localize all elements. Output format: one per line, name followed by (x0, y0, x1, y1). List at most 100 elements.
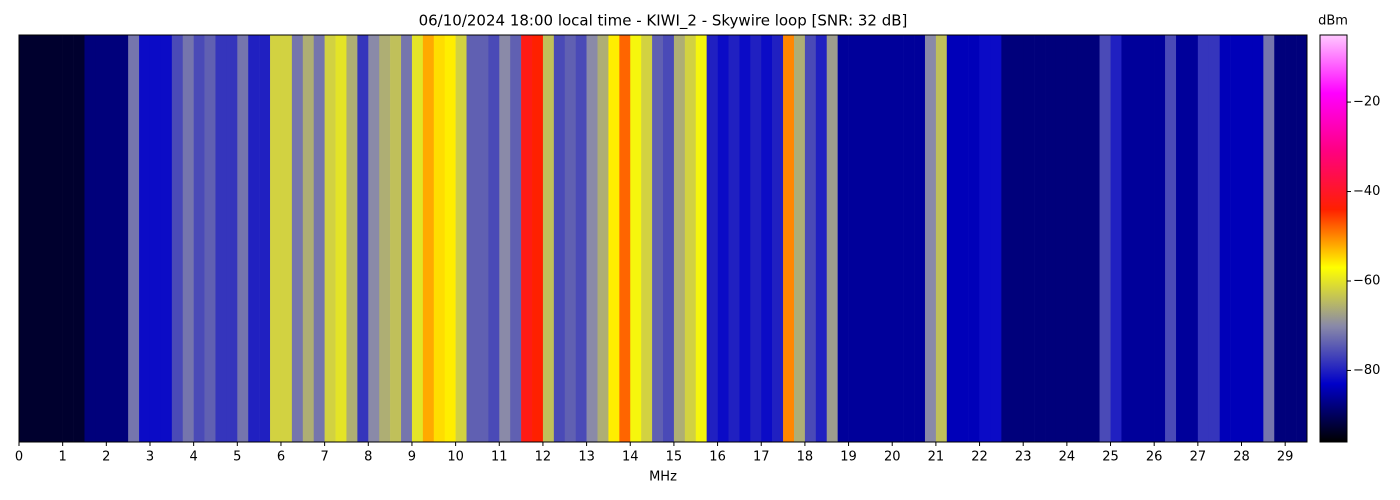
heat-cell (903, 35, 915, 442)
heat-cell (1132, 35, 1144, 442)
heat-cell (117, 35, 129, 442)
x-axis-label: MHz (649, 470, 677, 485)
chart-title: 06/10/2024 18:00 local time - KIWI_2 - S… (419, 12, 908, 31)
heat-cell (1165, 35, 1177, 442)
x-tick-label: 6 (277, 450, 285, 465)
heat-cell (597, 35, 609, 442)
heat-cell (171, 35, 184, 442)
heat-cell (433, 35, 445, 442)
colorbar-tick-label: −40 (1353, 184, 1380, 199)
heat-cell (553, 35, 566, 442)
heat-cell (1176, 35, 1188, 442)
heat-cell (259, 35, 271, 442)
heat-cell (1285, 35, 1297, 442)
heat-cell (706, 35, 718, 442)
heat-cell (1099, 35, 1111, 442)
heat-cell (204, 35, 216, 442)
heat-cell (924, 35, 937, 442)
heat-cell (957, 35, 969, 442)
heat-cell (51, 35, 63, 442)
heat-cell (717, 35, 729, 442)
x-tick-label: 7 (320, 450, 328, 465)
heat-cell (62, 35, 74, 442)
x-tick-label: 10 (447, 450, 464, 465)
heat-cell (226, 35, 238, 442)
heat-cell (84, 35, 96, 442)
heat-cell (270, 35, 282, 442)
heat-cell (1252, 35, 1264, 442)
colorbar-tick-label: −60 (1353, 273, 1380, 288)
heat-cell (1197, 35, 1210, 442)
heat-cell (335, 35, 347, 442)
x-tick-label: 5 (233, 450, 241, 465)
heat-cell (390, 35, 402, 442)
heat-cell (673, 35, 686, 442)
heat-cell (368, 35, 380, 442)
x-tick-label: 16 (709, 450, 726, 465)
x-tick-label: 25 (1102, 450, 1119, 465)
heat-cell (411, 35, 424, 442)
heat-cell (783, 35, 795, 442)
heat-cell (1034, 35, 1046, 442)
heat-cell (968, 35, 980, 442)
x-tick-label: 18 (797, 450, 814, 465)
heat-cell (914, 35, 926, 442)
heat-cell (477, 35, 489, 442)
x-tick-label: 19 (840, 450, 857, 465)
heat-cell (401, 35, 413, 442)
heat-cell (1241, 35, 1253, 442)
heat-cell (750, 35, 762, 442)
heat-cell (1186, 35, 1199, 442)
heat-cell (106, 35, 118, 442)
heat-cell (619, 35, 631, 442)
colorbar (1319, 34, 1348, 443)
heat-cell (935, 35, 948, 442)
x-tick-label: 14 (622, 450, 639, 465)
x-tick-label: 28 (1233, 450, 1250, 465)
heat-cell (695, 35, 707, 442)
heat-cell (422, 35, 435, 442)
heat-cell (444, 35, 456, 442)
heat-cell (532, 35, 544, 442)
colorbar-tick-label: −80 (1353, 363, 1380, 378)
heat-cell (73, 35, 85, 442)
heat-cell (19, 35, 31, 442)
x-tick-label: 9 (408, 450, 416, 465)
heat-cell (990, 35, 1002, 442)
heat-cell (1230, 35, 1242, 442)
heat-cell (1001, 35, 1013, 442)
heat-cell (575, 35, 587, 442)
colorbar-label: dBm (1318, 14, 1348, 29)
heat-cell (815, 35, 828, 442)
heat-cell (95, 35, 107, 442)
heat-cell (1055, 35, 1068, 442)
x-tick-label: 12 (535, 450, 552, 465)
heat-cell (139, 35, 151, 442)
heat-cell (979, 35, 991, 442)
heat-cell (772, 35, 784, 442)
heat-cell (848, 35, 860, 442)
heat-cell (324, 35, 336, 442)
x-tick-label: 4 (190, 450, 198, 465)
heat-cell (466, 35, 478, 442)
heat-cell (1274, 35, 1286, 442)
heat-cell (739, 35, 751, 442)
x-tick-label: 23 (1015, 450, 1032, 465)
heat-cell (1154, 35, 1166, 442)
heat-cell (455, 35, 467, 442)
heat-cell (313, 35, 325, 442)
heat-cell (29, 35, 42, 442)
heat-cell (1121, 35, 1133, 442)
heat-cell (641, 35, 653, 442)
heat-cell (608, 35, 620, 442)
heat-cell (291, 35, 304, 442)
heat-cell (1143, 35, 1155, 442)
heat-cell (804, 35, 817, 442)
x-tick-label: 0 (15, 450, 23, 465)
heat-cell (1012, 35, 1024, 442)
heat-cell (1066, 35, 1079, 442)
heat-cell (248, 35, 260, 442)
heat-cell (499, 35, 511, 442)
heat-cell (193, 35, 205, 442)
